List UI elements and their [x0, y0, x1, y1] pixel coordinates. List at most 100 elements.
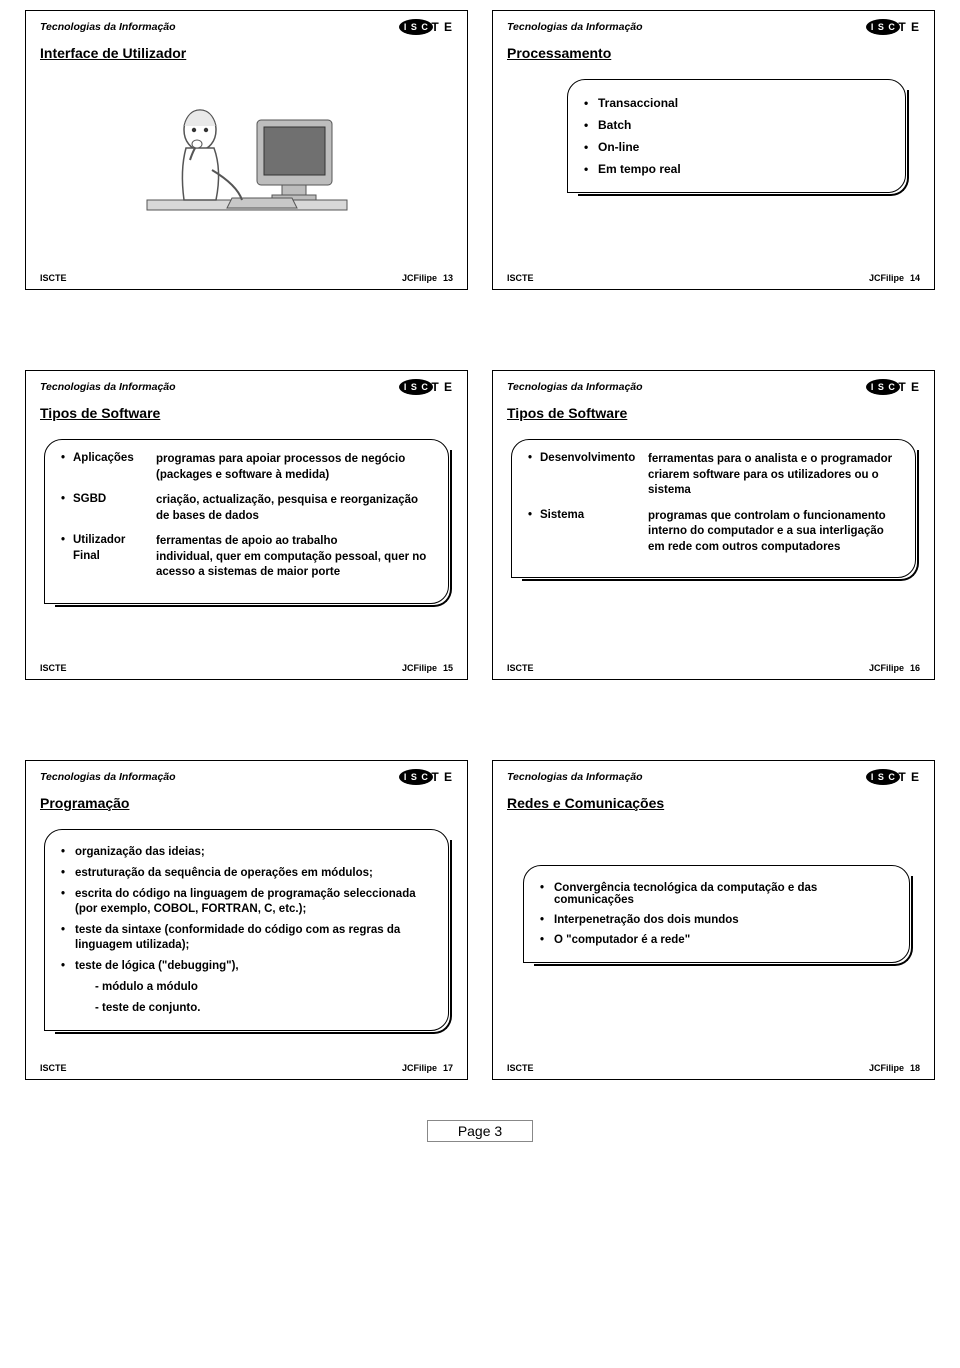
page-number: 15 — [443, 663, 453, 673]
iscte-logo: I S C T E — [399, 769, 453, 785]
header-label: Tecnologias da Informação — [507, 21, 643, 33]
slide-row: Tecnologias da Informação I S C T E Tipo… — [25, 370, 935, 680]
header-label: Tecnologias da Informação — [40, 771, 176, 783]
list-item: Em tempo real — [584, 158, 889, 180]
slide-header: Tecnologias da Informação I S C T E — [507, 769, 920, 785]
list-item: Batch — [584, 114, 889, 136]
list-item: O "computador é a rede" — [540, 930, 893, 950]
slide-row: Tecnologias da Informação I S C T E Prog… — [25, 760, 935, 1080]
networks-list: Convergência tecnológica da computação e… — [540, 878, 893, 950]
list-item: Transaccional — [584, 92, 889, 114]
list-item: escrita do código na linguagem de progra… — [61, 884, 432, 920]
user-computer-illustration — [40, 73, 453, 257]
def-term: Sistema — [528, 509, 648, 556]
def-desc: ferramentas para o analista e o programa… — [648, 452, 899, 499]
def-term: Desenvolvimento — [528, 452, 648, 499]
list-sub-item: - módulo a módulo — [61, 977, 432, 998]
content-box: Transaccional Batch On-line Em tempo rea… — [567, 79, 906, 193]
def-desc: programas que controlam o funcionamento … — [648, 509, 899, 556]
slide-header: Tecnologias da Informação I S C T E — [40, 769, 453, 785]
list-item: teste da sintaxe (conformidade do código… — [61, 920, 432, 956]
page-number: 16 — [910, 663, 920, 673]
page-footer: Page 3 — [25, 1110, 935, 1142]
slide-row: Tecnologias da Informação I S C T E Inte… — [25, 10, 935, 290]
page-number: 18 — [910, 1063, 920, 1073]
header-label: Tecnologias da Informação — [40, 21, 176, 33]
iscte-logo: I S C T E — [866, 379, 920, 395]
list-item: teste de lógica ("debugging"), — [61, 956, 432, 977]
def-desc: programas para apoiar processos de negóc… — [156, 452, 432, 483]
list-item: Interpenetração dos dois mundos — [540, 910, 893, 930]
slide-title: Interface de Utilizador — [40, 45, 453, 61]
def-term: Aplicações — [61, 452, 156, 483]
slide-footer: ISCTE JCFilipe 17 — [40, 1063, 453, 1073]
page-number: 14 — [910, 273, 920, 283]
iscte-logo: I S C T E — [866, 769, 920, 785]
footer-left: ISCTE — [507, 1063, 534, 1073]
def-row: Utilizador ferramentas de apoio ao traba… — [61, 534, 432, 550]
list-item: On-line — [584, 136, 889, 158]
footer-author: JCFilipe — [869, 663, 904, 673]
footer-left: ISCTE — [507, 663, 534, 673]
slide-14: Tecnologias da Informação I S C T E Proc… — [492, 10, 935, 290]
content-box: Desenvolvimento ferramentas para o anali… — [511, 439, 916, 578]
slide-header: Tecnologias da Informação I S C T E — [507, 379, 920, 395]
slide-footer: ISCTE JCFilipe 14 — [507, 273, 920, 283]
iscte-logo: I S C T E — [399, 19, 453, 35]
slide-18: Tecnologias da Informação I S C T E Rede… — [492, 760, 935, 1080]
def-desc: criação, actualização, pesquisa e reorga… — [156, 493, 432, 524]
slide-title: Programação — [40, 795, 453, 811]
footer-author: JCFilipe — [869, 273, 904, 283]
footer-left: ISCTE — [40, 663, 67, 673]
footer-left: ISCTE — [40, 1063, 67, 1073]
slide-title: Tipos de Software — [507, 405, 920, 421]
header-label: Tecnologias da Informação — [40, 381, 176, 393]
def-row: Aplicações programas para apoiar process… — [61, 452, 432, 483]
slide-15: Tecnologias da Informação I S C T E Tipo… — [25, 370, 468, 680]
slide-title: Processamento — [507, 45, 920, 61]
list-sub-item: - teste de conjunto. — [61, 998, 432, 1019]
def-term: Utilizador — [61, 534, 156, 550]
slide-header: Tecnologias da Informação I S C T E — [40, 19, 453, 35]
footer-left: ISCTE — [507, 273, 534, 283]
footer-author: JCFilipe — [402, 1063, 437, 1073]
slide-16: Tecnologias da Informação I S C T E Tipo… — [492, 370, 935, 680]
iscte-logo: I S C T E — [866, 19, 920, 35]
header-label: Tecnologias da Informação — [507, 771, 643, 783]
slide-title: Tipos de Software — [40, 405, 453, 421]
def-row: Desenvolvimento ferramentas para o anali… — [528, 452, 899, 499]
slide-footer: ISCTE JCFilipe 16 — [507, 663, 920, 673]
content-box: Convergência tecnológica da computação e… — [523, 865, 910, 963]
slide-header: Tecnologias da Informação I S C T E — [507, 19, 920, 35]
slide-footer: ISCTE JCFilipe 18 — [507, 1063, 920, 1073]
programming-list: organização das ideias; estruturação da … — [61, 842, 432, 1018]
content-box: organização das ideias; estruturação da … — [44, 829, 449, 1031]
footer-author: JCFilipe — [869, 1063, 904, 1073]
page-number: 13 — [443, 273, 453, 283]
page-number: 17 — [443, 1063, 453, 1073]
document-page-number: Page 3 — [427, 1120, 533, 1142]
processing-list: Transaccional Batch On-line Em tempo rea… — [584, 92, 889, 180]
document-page: Tecnologias da Informação I S C T E Inte… — [0, 0, 960, 1162]
slide-header: Tecnologias da Informação I S C T E — [40, 379, 453, 395]
footer-left: ISCTE — [40, 273, 67, 283]
def-desc: ferramentas de apoio ao trabalho — [156, 534, 432, 550]
def-row: Final individual, quer em computação pes… — [61, 550, 432, 581]
def-term: Final — [61, 550, 156, 581]
def-term: SGBD — [61, 493, 156, 524]
def-row: SGBD criação, actualização, pesquisa e r… — [61, 493, 432, 524]
def-desc: individual, quer em computação pessoal, … — [156, 550, 432, 581]
header-label: Tecnologias da Informação — [507, 381, 643, 393]
slide-13: Tecnologias da Informação I S C T E Inte… — [25, 10, 468, 290]
slide-title: Redes e Comunicações — [507, 795, 920, 811]
slide-footer: ISCTE JCFilipe 15 — [40, 663, 453, 673]
list-item: estruturação da sequência de operações e… — [61, 863, 432, 884]
list-item: Convergência tecnológica da computação e… — [540, 878, 893, 910]
def-row: Sistema programas que controlam o funcio… — [528, 509, 899, 556]
footer-author: JCFilipe — [402, 663, 437, 673]
slide-footer: ISCTE JCFilipe 13 — [40, 273, 453, 283]
slide-17: Tecnologias da Informação I S C T E Prog… — [25, 760, 468, 1080]
iscte-logo: I S C T E — [399, 379, 453, 395]
content-box: Aplicações programas para apoiar process… — [44, 439, 449, 604]
list-item: organização das ideias; — [61, 842, 432, 863]
